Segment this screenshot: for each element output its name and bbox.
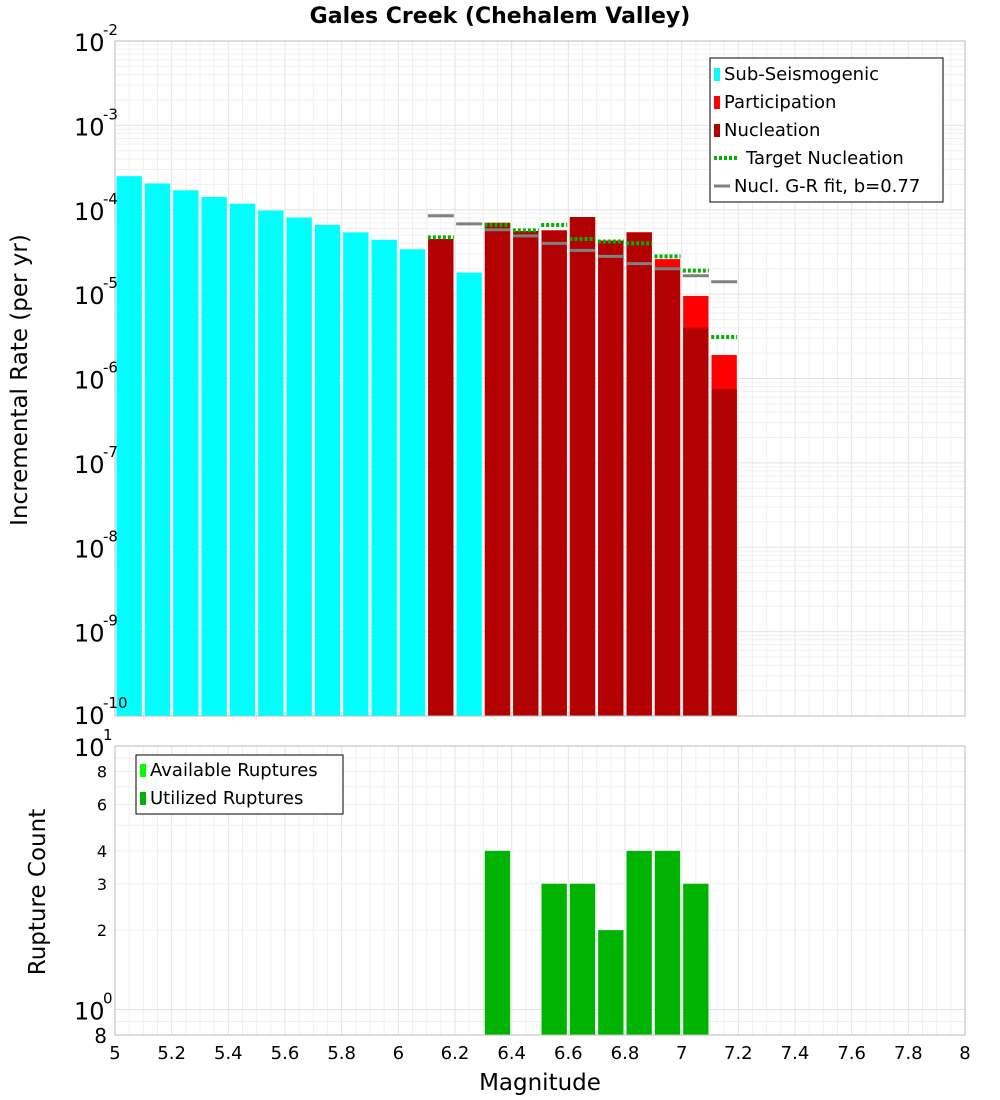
y-minor-tick-label: 6 (97, 795, 107, 814)
legend-label: Available Ruptures (150, 760, 318, 781)
y-tick-label: 10-10 (74, 694, 128, 730)
sub-seismogenic-bar (286, 217, 312, 717)
x-tick-label: 5 (109, 1043, 120, 1064)
series-sub-seismogenic (116, 176, 482, 717)
y-tick-label: 10-5 (74, 274, 118, 310)
nucleation-bar (569, 217, 596, 716)
sub-seismogenic-bar (343, 232, 369, 716)
chart-title: Gales Creek (Chehalem Valley) (310, 4, 691, 29)
y-tick-label: 101 (74, 726, 113, 762)
nucleation-bar (513, 230, 539, 716)
sub-seismogenic-bar (229, 203, 256, 717)
y-minor-tick-label: 8 (97, 763, 107, 782)
x-axis-label: Magnitude (479, 1070, 601, 1096)
x-tick-label: 7.2 (724, 1043, 753, 1064)
y-minor-tick-label: 4 (97, 842, 107, 861)
legend-swatch (140, 792, 146, 805)
x-tick-label: 6.6 (554, 1043, 583, 1064)
x-tick-label: 6.2 (441, 1043, 470, 1064)
legend-swatch (140, 764, 146, 777)
utilized-ruptures-bar (683, 883, 709, 1035)
y-tick-label: 10-4 (74, 190, 118, 226)
y-axis-label-count: Rupture Count (25, 809, 51, 975)
x-tick-label: 5.4 (214, 1043, 243, 1064)
y-axis-label-rate: Incremental Rate (per yr) (7, 234, 33, 526)
plot-frame (114, 40, 966, 717)
legend-label: Sub-Seismogenic (724, 64, 879, 85)
legend-rate: Sub-Seismogenic Participation Nucleation Ta… (709, 57, 944, 203)
legend-label: Participation (724, 92, 836, 113)
y-tick-label: 100 (74, 989, 113, 1025)
utilized-ruptures-bar (598, 930, 624, 1035)
legend-label: Target Nucleation (745, 148, 904, 169)
x-tick-label: 8 (959, 1043, 970, 1064)
y-tick-label: 10-2 (74, 21, 118, 57)
legend-label: Nucl. G-R fit, b=0.77 (734, 176, 920, 197)
rate-panel: 10-10 10-9 10-8 10-7 10-6 10-5 10-4 10-3 10-2 Sub… (74, 21, 966, 730)
y-tick-label: 10-7 (74, 443, 118, 479)
series-target-nucleation (427, 222, 738, 340)
y-minor-tick-label: 3 (97, 875, 107, 894)
utilized-ruptures-bar (569, 883, 596, 1035)
y-tick-label: 10-9 (74, 612, 118, 648)
legend-swatch (714, 124, 720, 137)
x-tick-label: 5.6 (271, 1043, 300, 1064)
sub-seismogenic-bar (201, 196, 227, 717)
y-ticks-rate: 10-10 10-9 10-8 10-7 10-6 10-5 10-4 10-3 10-2 (74, 21, 128, 730)
x-tick-label: 6.8 (611, 1043, 640, 1064)
x-tick-label: 5.2 (157, 1043, 186, 1064)
sub-seismogenic-bar (116, 176, 142, 716)
x-tick-label: 5.8 (327, 1043, 356, 1064)
utilized-ruptures-bar (626, 850, 652, 1035)
y-tick-label: 10-8 (74, 527, 118, 563)
legend-box (135, 754, 344, 815)
nucleation-bar (626, 232, 652, 716)
sub-seismogenic-bar (144, 183, 171, 716)
legend-swatch (714, 96, 720, 109)
sub-seismogenic-bar (456, 272, 482, 716)
sub-seismogenic-bar (371, 239, 397, 716)
legend-label: Utilized Ruptures (150, 788, 303, 809)
x-ticks: 5 5.2 5.4 5.6 5.8 6 6.2 6.4 6.6 6.8 7 7.2 7.4 7.6 7.8 8 (109, 1043, 970, 1064)
nucleation-bar (683, 327, 709, 716)
plot-frame (114, 745, 966, 1036)
nucleation-bar (654, 266, 681, 716)
legend-box (709, 57, 944, 203)
x-tick-label: 7.8 (894, 1043, 923, 1064)
grid (114, 745, 966, 1036)
x-tick-label: 6 (393, 1043, 404, 1064)
legend-label: Nucleation (724, 120, 820, 141)
y-tick-label: 10-3 (74, 105, 118, 141)
series-utilized-ruptures (484, 850, 709, 1035)
sub-seismogenic-bar (314, 224, 341, 716)
utilized-ruptures-bar (484, 850, 511, 1035)
y-minor-tick-label: 8 (94, 1024, 107, 1048)
legend-swatch (714, 68, 720, 81)
x-tick-label: 7.6 (837, 1043, 866, 1064)
x-tick-label: 6.4 (497, 1043, 526, 1064)
x-tick-label: 7 (676, 1043, 687, 1064)
y-tick-label: 10-6 (74, 359, 118, 395)
nucleation-bar (484, 222, 511, 716)
sub-seismogenic-bar (399, 249, 426, 716)
nucleation-bar (428, 239, 454, 716)
nucleation-bar (541, 230, 567, 716)
series-gr-fit (427, 214, 738, 284)
utilized-ruptures-bar (654, 850, 681, 1035)
series-nucleation (428, 217, 737, 717)
sub-seismogenic-bar (258, 210, 284, 716)
nucleation-bar (598, 240, 624, 717)
sub-seismogenic-bar (173, 190, 199, 716)
y-minor-tick-label: 2 (97, 921, 107, 940)
x-tick-label: 7.4 (781, 1043, 810, 1064)
nucleation-bar (711, 389, 737, 716)
legend-count: Available Ruptures Utilized Ruptures (135, 754, 344, 815)
utilized-ruptures-bar (541, 883, 567, 1035)
